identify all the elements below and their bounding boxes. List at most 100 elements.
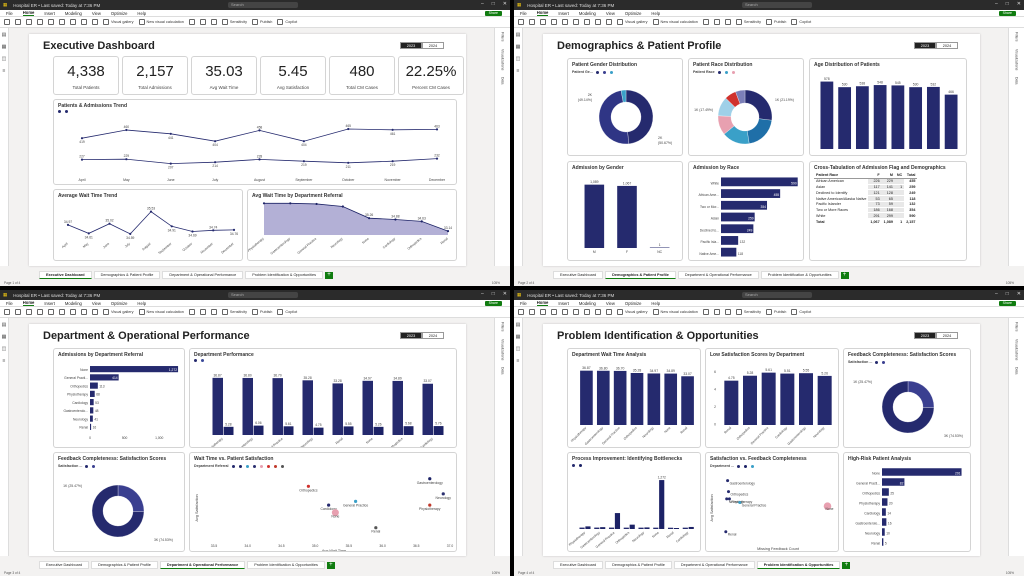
close-icon[interactable]: ✕ (1016, 291, 1021, 297)
kpi-card[interactable]: 22.25% Percent CM Cases (398, 56, 464, 95)
close-icon[interactable]: ✕ (1016, 1, 1021, 7)
ribbon-tool-icon[interactable] (26, 19, 32, 25)
ribbon-button[interactable]: Visual gallery (617, 19, 648, 25)
pie-slice[interactable] (117, 484, 145, 512)
maximize-icon[interactable]: □ (1005, 291, 1009, 297)
data-point[interactable] (129, 232, 132, 235)
legend-item[interactable] (238, 464, 243, 468)
report-view-icon[interactable]: ▤ (515, 32, 521, 38)
scatter-point[interactable] (327, 503, 331, 507)
ribbon-button[interactable]: Publish (251, 309, 272, 315)
ribbon-tool-icon[interactable] (584, 19, 590, 25)
ribbon-tool-icon[interactable] (15, 19, 21, 25)
page-tab[interactable]: Executive Dashboard (39, 561, 90, 569)
search-box[interactable]: Search (742, 292, 812, 298)
add-page-button[interactable]: + (840, 271, 849, 279)
legend-item[interactable] (201, 359, 205, 362)
ribbon-tool-icon[interactable] (210, 19, 217, 25)
bar[interactable] (721, 189, 781, 198)
process-improvement[interactable]: Process Improvement: Identifying Bottlen… (567, 452, 701, 552)
pane-visualizations[interactable]: Visualizations (1014, 338, 1019, 360)
data-point[interactable] (315, 202, 318, 206)
data-point[interactable] (391, 128, 394, 131)
bar[interactable] (688, 526, 694, 529)
ribbon-tool-icon[interactable] (518, 19, 524, 25)
ribbon-tool-icon[interactable] (595, 19, 601, 25)
menu-home[interactable]: Home (536, 300, 549, 306)
legend-item[interactable] (92, 464, 96, 468)
dax-view-icon[interactable]: ≡ (2, 68, 6, 74)
pie-slice[interactable] (598, 90, 629, 145)
ribbon-button[interactable]: Sensitivity (221, 19, 247, 25)
bar[interactable] (608, 527, 615, 529)
ribbon-button[interactable]: Publish (765, 309, 786, 315)
model-view-icon[interactable]: ◫ (1, 346, 7, 352)
bar[interactable] (362, 380, 374, 435)
page-tab[interactable]: Executive Dashboard (553, 561, 604, 569)
scatter-point[interactable] (738, 501, 742, 505)
column-header[interactable]: M (881, 173, 895, 179)
menu-view[interactable]: View (91, 300, 101, 306)
ribbon-tool-icon[interactable] (724, 19, 731, 25)
dax-view-icon[interactable]: ≡ (516, 358, 520, 364)
share-button[interactable]: Share (484, 11, 502, 16)
data-point[interactable] (446, 230, 450, 233)
bar[interactable] (667, 527, 674, 529)
bar[interactable] (617, 185, 637, 248)
data-point[interactable] (262, 202, 266, 205)
table-view-icon[interactable]: ▦ (1, 334, 7, 340)
average-wait-time-trend[interactable]: Average Wait Time Trend 34.97 34.61 35.02 34… (53, 189, 243, 261)
menu-help[interactable]: Help (651, 10, 661, 16)
page-tab[interactable]: Problem Identification & Opportunities (245, 271, 324, 279)
ribbon-tool-icon[interactable] (15, 309, 21, 315)
pie-slice[interactable] (735, 89, 746, 105)
pane-data[interactable]: Data (500, 366, 505, 375)
ribbon-button[interactable]: New visual calculation (138, 19, 184, 25)
bar[interactable] (272, 378, 284, 435)
data-point[interactable] (87, 232, 90, 235)
feedback-completeness[interactable]: Feedback Completeness: Satisfaction Scor… (53, 452, 185, 552)
data-point[interactable] (214, 161, 217, 164)
zoom-level[interactable]: 105% (491, 571, 500, 575)
legend-item[interactable] (731, 70, 736, 74)
menu-insert[interactable]: Insert (558, 300, 569, 306)
ribbon-tool-icon[interactable] (92, 19, 98, 25)
legend-item[interactable] (280, 464, 285, 468)
menu-file[interactable]: File (6, 10, 13, 16)
legend-item[interactable] (579, 464, 583, 467)
ribbon-button[interactable]: Visual gallery (103, 309, 134, 315)
page-tab[interactable]: Demographics & Patient Profile (605, 561, 672, 569)
ribbon-tool-icon[interactable] (70, 309, 76, 315)
search-box[interactable]: Search (742, 2, 812, 8)
menu-optimize[interactable]: Optimize (110, 300, 128, 306)
ribbon-tool-icon[interactable] (188, 309, 195, 315)
patient-race-distribution[interactable]: Patient Race Distribution 1K (21.19%) 1K (… (688, 58, 804, 156)
data-point[interactable] (341, 205, 344, 208)
menu-optimize[interactable]: Optimize (110, 10, 128, 16)
ribbon-button[interactable]: Publish (765, 19, 786, 25)
ribbon-tool-icon[interactable] (4, 19, 10, 25)
bar[interactable] (721, 236, 739, 245)
dax-view-icon[interactable]: ≡ (2, 358, 6, 364)
data-point[interactable] (170, 225, 173, 228)
year-option[interactable]: 2023 (914, 332, 936, 339)
bar[interactable] (673, 528, 680, 529)
bar[interactable] (90, 382, 98, 389)
bar[interactable] (659, 480, 665, 529)
legend-item[interactable] (65, 110, 69, 113)
ribbon-tool-icon[interactable] (26, 309, 32, 315)
bar[interactable] (721, 200, 768, 210)
bar[interactable] (799, 373, 813, 425)
ribbon-tool-icon[interactable] (606, 309, 612, 315)
menu-help[interactable]: Help (651, 300, 661, 306)
scatter-point[interactable] (724, 530, 728, 534)
pane-visualizations[interactable]: Visualizations (1014, 48, 1019, 70)
table-view-icon[interactable]: ▦ (1, 44, 7, 50)
menu-file[interactable]: File (520, 300, 527, 306)
feedback-completeness-2[interactable]: Feedback Completeness: Satisfaction Scor… (843, 348, 971, 448)
data-point[interactable] (289, 202, 292, 205)
legend-item[interactable] (252, 464, 257, 468)
bar[interactable] (283, 426, 294, 435)
bar[interactable] (882, 498, 888, 506)
bar[interactable] (90, 366, 179, 373)
